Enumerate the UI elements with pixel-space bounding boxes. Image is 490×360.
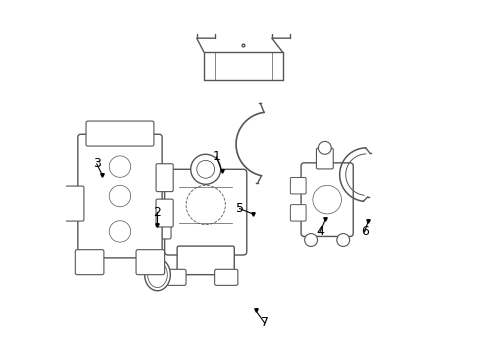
Circle shape bbox=[305, 234, 318, 247]
FancyBboxPatch shape bbox=[75, 249, 104, 275]
FancyBboxPatch shape bbox=[78, 134, 162, 258]
FancyBboxPatch shape bbox=[156, 199, 173, 227]
FancyBboxPatch shape bbox=[165, 169, 247, 255]
Text: 6: 6 bbox=[361, 225, 368, 238]
Text: 4: 4 bbox=[316, 225, 324, 238]
FancyBboxPatch shape bbox=[215, 269, 238, 285]
Ellipse shape bbox=[147, 262, 167, 288]
FancyBboxPatch shape bbox=[147, 200, 171, 239]
FancyBboxPatch shape bbox=[317, 148, 333, 169]
Circle shape bbox=[197, 160, 215, 178]
Circle shape bbox=[337, 234, 350, 247]
FancyBboxPatch shape bbox=[177, 246, 234, 275]
FancyBboxPatch shape bbox=[156, 164, 173, 192]
Text: 1: 1 bbox=[213, 150, 220, 163]
FancyBboxPatch shape bbox=[163, 269, 186, 285]
FancyBboxPatch shape bbox=[65, 186, 84, 221]
Circle shape bbox=[109, 156, 131, 177]
FancyBboxPatch shape bbox=[136, 249, 165, 275]
FancyBboxPatch shape bbox=[291, 204, 306, 221]
Circle shape bbox=[109, 221, 131, 242]
FancyBboxPatch shape bbox=[291, 177, 306, 194]
Circle shape bbox=[186, 185, 225, 225]
Text: 3: 3 bbox=[93, 157, 100, 170]
Text: 2: 2 bbox=[153, 206, 161, 219]
Circle shape bbox=[313, 185, 342, 214]
Circle shape bbox=[318, 141, 331, 154]
Text: 7: 7 bbox=[261, 316, 269, 329]
FancyBboxPatch shape bbox=[86, 121, 154, 146]
FancyBboxPatch shape bbox=[301, 163, 353, 237]
Ellipse shape bbox=[145, 258, 171, 291]
Circle shape bbox=[109, 185, 131, 207]
Text: 5: 5 bbox=[236, 202, 244, 215]
Circle shape bbox=[191, 154, 220, 184]
